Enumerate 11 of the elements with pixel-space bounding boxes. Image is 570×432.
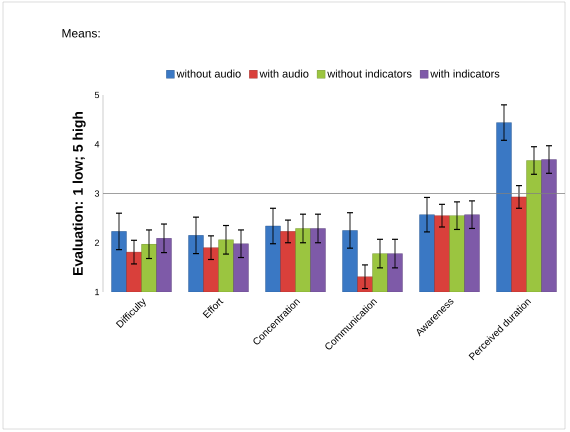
legend-label: with audio: [260, 70, 308, 78]
y-axis-title: Evaluation: 1 low; 5 high: [72, 112, 86, 275]
legend-label: without indicators: [327, 70, 412, 78]
legend-label: without audio: [176, 70, 241, 78]
legend-label: with indicators: [430, 70, 500, 78]
y-tick-label: 3: [94, 190, 100, 197]
y-tick-label: 2: [94, 240, 100, 246]
y-tick-label: 1: [95, 288, 100, 296]
y-tick-label: 4: [94, 141, 100, 148]
y-tick-label: 5: [94, 92, 100, 98]
chart-title: Means:: [62, 29, 100, 38]
